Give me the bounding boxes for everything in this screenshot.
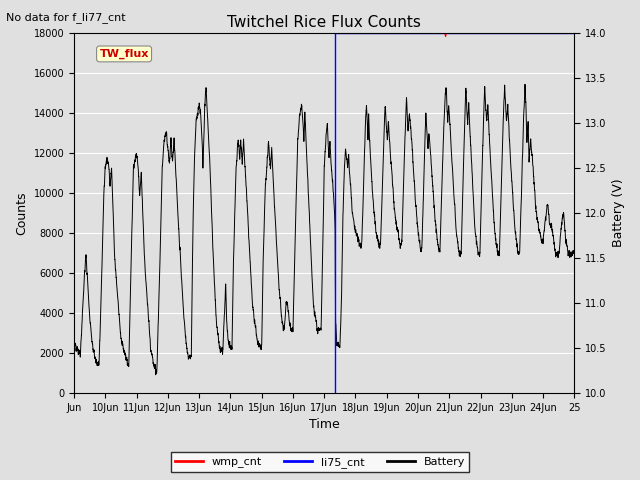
Legend: wmp_cnt, li75_cnt, Battery: wmp_cnt, li75_cnt, Battery: [171, 452, 469, 472]
X-axis label: Time: Time: [309, 419, 340, 432]
Text: TW_flux: TW_flux: [99, 49, 148, 59]
Text: No data for f_li77_cnt: No data for f_li77_cnt: [6, 12, 126, 23]
Y-axis label: Battery (V): Battery (V): [612, 179, 625, 247]
Title: Twitchel Rice Flux Counts: Twitchel Rice Flux Counts: [227, 15, 421, 30]
Y-axis label: Counts: Counts: [15, 191, 28, 235]
